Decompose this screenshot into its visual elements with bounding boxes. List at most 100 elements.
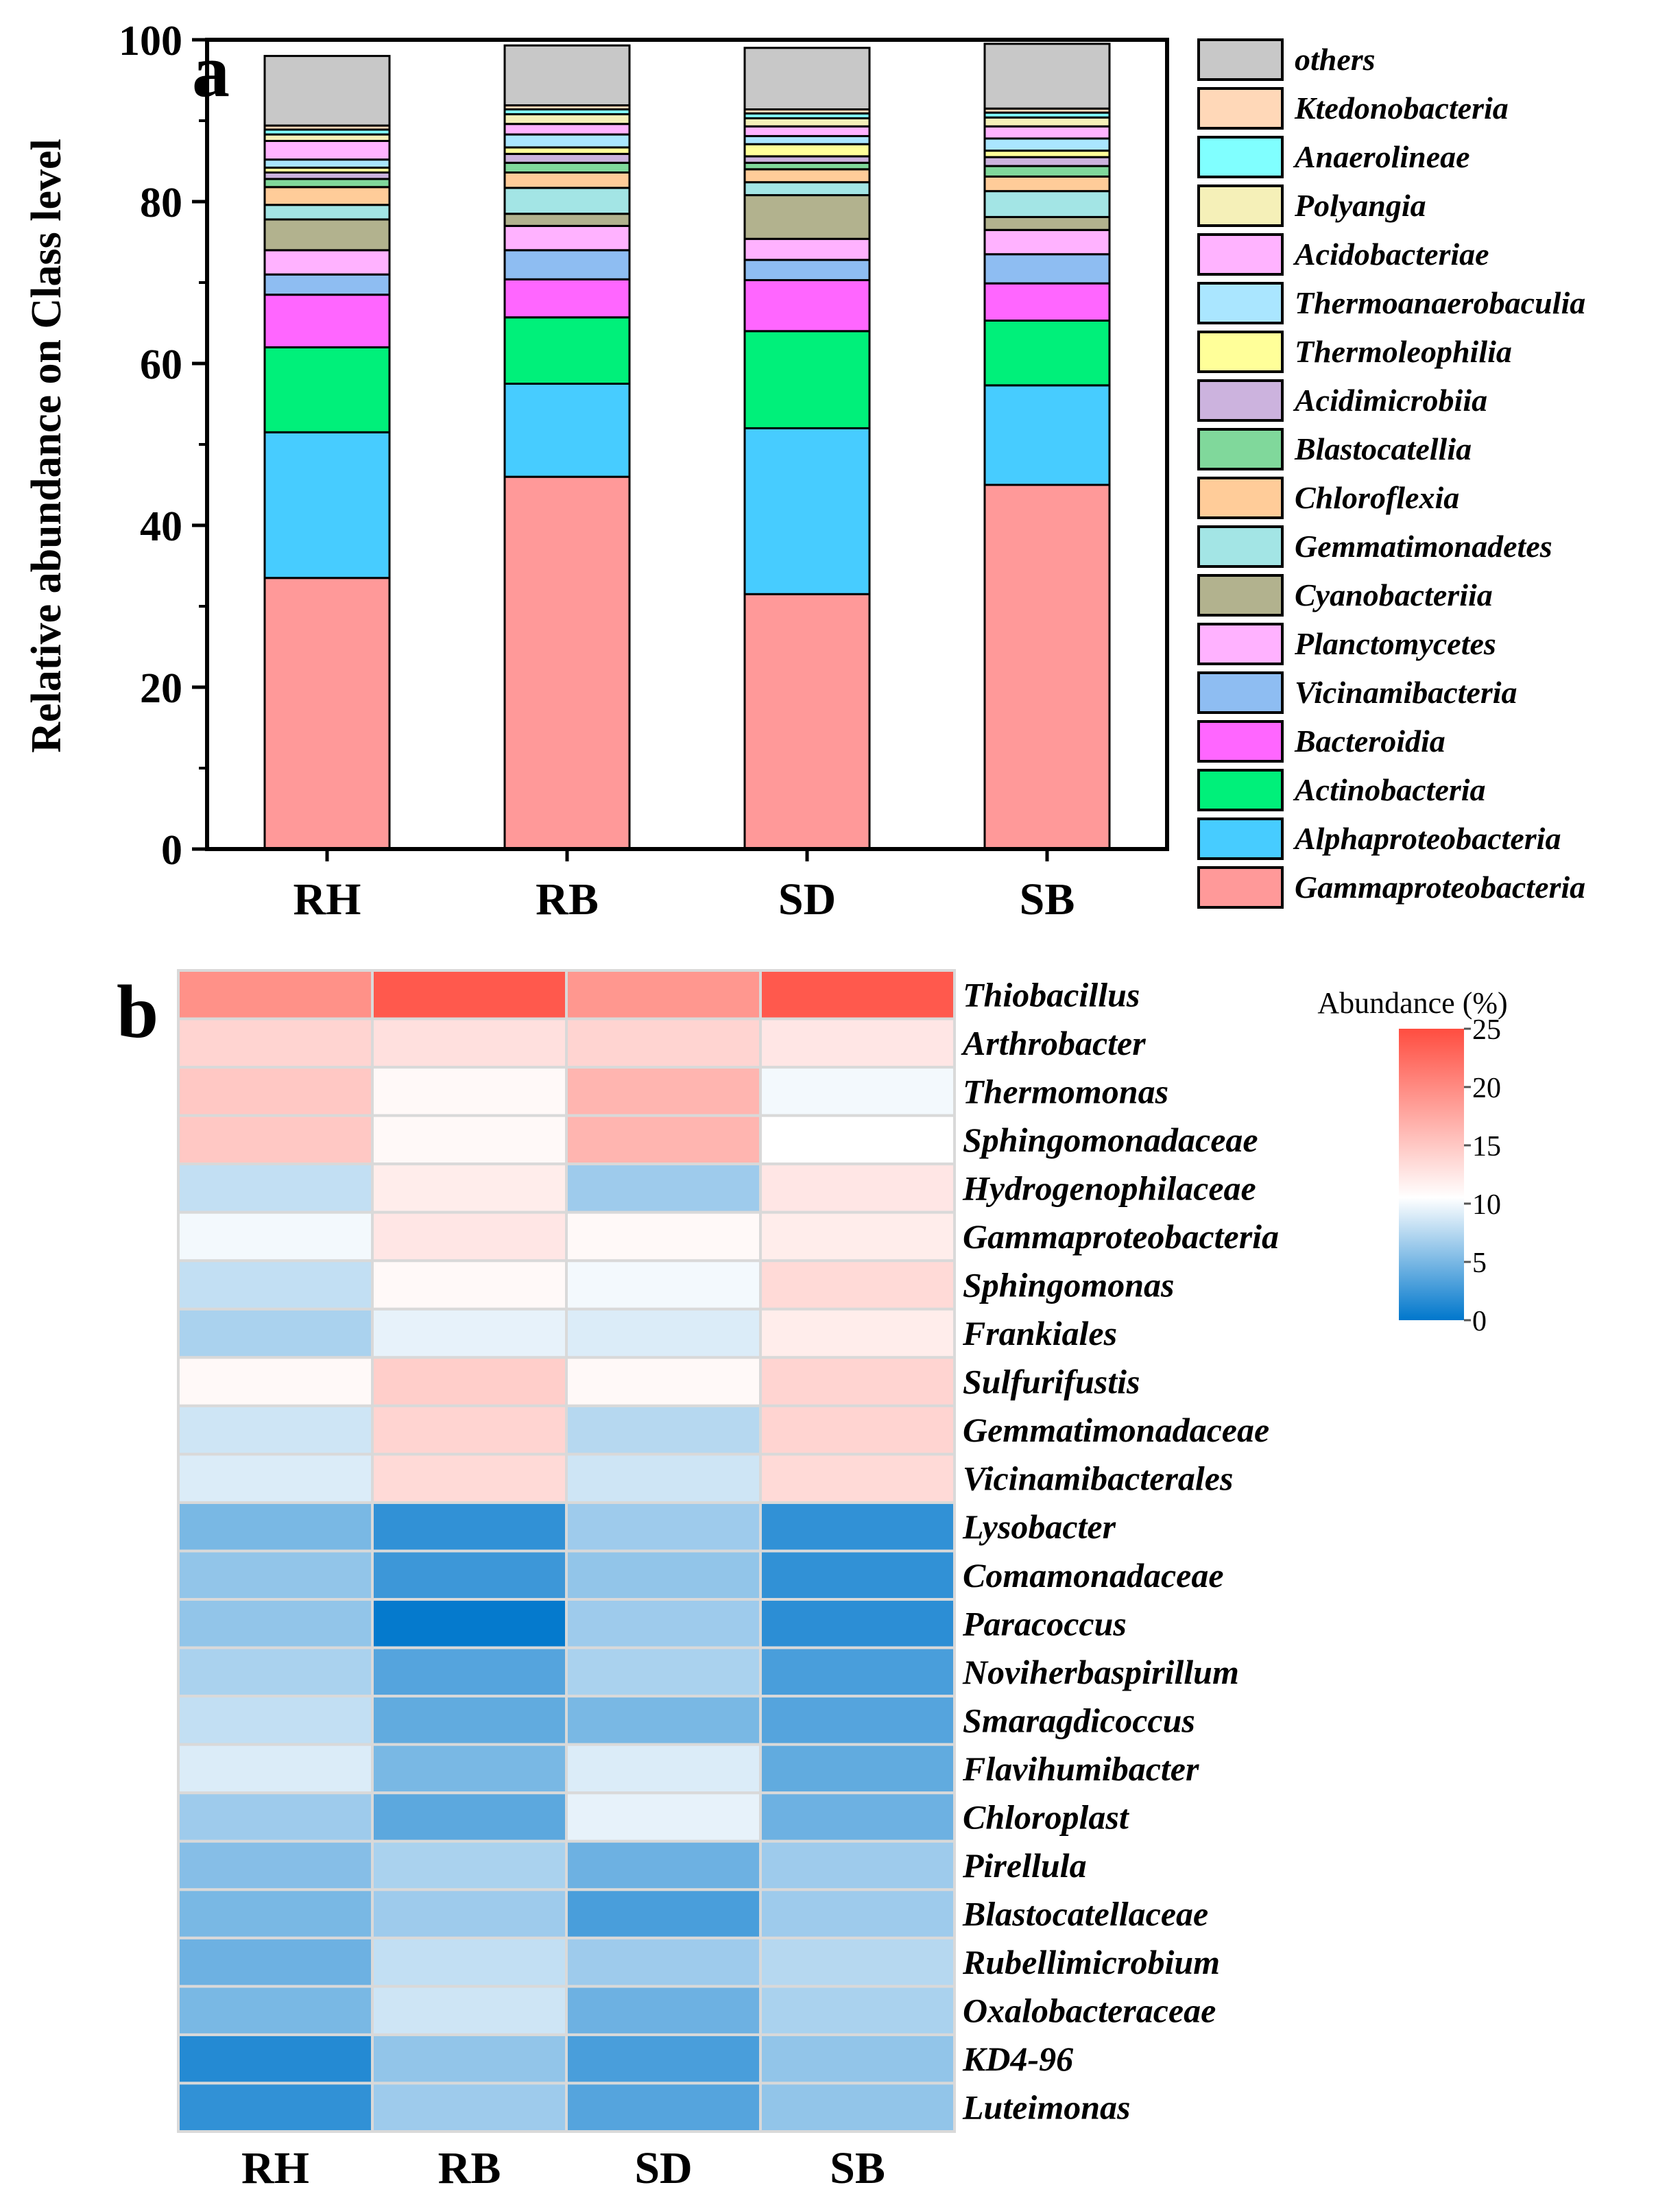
legend-item-cyanobacteriia: Cyanobacteriia [1197,574,1493,617]
y-tick-label: 60 [140,342,182,388]
row-label: Arthrobacter [961,1024,1146,1062]
legend-item-bacteroidia: Bacteroidia [1197,720,1445,763]
legend-item-thermoleophilia: Thermoleophilia [1197,331,1512,373]
bar-segment-sd-cyanobacteriia [743,194,871,240]
heatmap-cell-gammaproteobacteria-sd [565,1210,762,1263]
bar-segment-sb-vicinamibacteria [983,253,1111,285]
heatmap-cell-sphingomonas-rh [177,1259,374,1311]
bar-stack-sb [983,43,1111,850]
bar-segment-sb-blastocatellia [983,165,1111,178]
legend-swatch [1197,720,1284,763]
bar-segment-rb-cyanobacteriia [503,213,631,227]
legend-swatch [1197,866,1284,909]
heatmap-cell-chloroplast-rb [371,1791,568,1843]
legend-item-others: others [1197,38,1376,81]
heatmap-cell-sphingomonas-sb [759,1259,956,1311]
row-label: Hydrogenophilaceae [962,1169,1256,1207]
heatmap-cell-kd4-96-rb [371,2033,568,2085]
legend-swatch [1197,477,1284,519]
legend-item-planctomycetes: Planctomycetes [1197,623,1496,665]
row-label: Rubellimicrobium [962,1943,1220,1981]
bar-segment-rb-gammaproteobacteria [503,475,631,850]
column-label: SB [830,2143,885,2193]
legend-swatch [1197,379,1284,422]
heatmap-cell-gemmatimonadaceae-sb [759,1404,956,1456]
bar-segment-sb-acidobacteriae [983,125,1111,140]
colorbar-tick-label: 5 [1472,1248,1487,1279]
heatmap-cell-noviherbaspirillum-rb [371,1646,568,1698]
row-label: Smaragdicoccus [963,1701,1195,1739]
heatmap-cell-thiobacillus-rh [177,969,374,1021]
heatmap-cell-kd4-96-sd [565,2033,762,2085]
heatmap-cell-comamonadaceae-sb [759,1549,956,1601]
row-label: Gemmatimonadaceae [963,1411,1269,1449]
legend-label: others [1295,42,1376,77]
bar-segment-rb-gemmatimonadetes [503,187,631,215]
heatmap-cell-frankiales-rh [177,1307,374,1359]
row-labels: Thiobacillus Arthrobacter Thermomonas Sphin… [961,975,1279,2126]
legend-swatch [1197,87,1284,130]
legend-item-acidobacteriae: Acidobacteriae [1197,233,1489,276]
bar-segment-sd-acidobacteriae [743,125,871,137]
heatmap-cell-hydrogenophilaceae-rb [371,1162,568,1214]
bar-segment-rb-bacteroidia [503,278,631,319]
row-label: Vicinamibacterales [963,1459,1233,1498]
colorbar-tick-label: 10 [1472,1189,1501,1221]
bar-segment-sb-others [983,43,1111,110]
colorbar-tick-label: 25 [1472,1014,1501,1046]
heatmap-cell-noviherbaspirillum-sd [565,1646,762,1698]
heatmap-cell-pirellula-rh [177,1839,374,1891]
legend-item-polyangia: Polyangia [1197,184,1426,227]
x-axis-tick-labels: RH RB SD SB [293,849,1075,924]
legend-swatch [1197,671,1284,714]
heatmap-cell-comamonadaceae-sd [565,1549,762,1601]
legend-label: Bacteroidia [1294,724,1445,759]
legend-label: Gemmatimonadetes [1295,529,1552,564]
heatmap-cell-paracoccus-rb [371,1598,568,1649]
heatmap-cell-thiobacillus-rb [371,969,568,1021]
y-axis-title: Relative abundance on Class level [23,139,70,753]
heatmap-cell-frankiales-sd [565,1307,762,1359]
y-tick-label: 100 [119,18,182,64]
legend-swatch [1197,623,1284,665]
bar-segment-sd-vicinamibacteria [743,259,871,281]
heatmap-cell-gammaproteobacteria-sb [759,1210,956,1263]
bar-segment-sd-actinobacteria [743,330,871,429]
legend: others Ktedonobacteria Anaerolineae Polyang… [1197,38,1585,909]
legend-label: Cyanobacteriia [1295,577,1493,612]
heatmap-cell-kd4-96-sb [759,2033,956,2085]
heatmap-cell-blastocatellaceae-rb [371,1888,568,1940]
bar-segment-sd-polyangia [743,117,871,128]
heatmap-cell-flavihumibacter-sb [759,1743,956,1795]
heatmap-cell-rubellimicrobium-sd [565,1936,762,1988]
heatmap-cell-arthrobacter-sb [759,1017,956,1069]
heatmap-cell-chloroplast-rh [177,1791,374,1843]
colorbar-title: Abundance (%) [1317,986,1507,1020]
legend-swatch [1197,136,1284,178]
legend-label: Vicinamibacteria [1295,675,1517,710]
heatmap-cell-vicinamibacterales-sd [565,1453,762,1504]
heatmap-cell-sphingomonadaceae-rh [177,1114,374,1166]
x-tick-label: SD [778,874,836,924]
legend-swatch [1197,817,1284,860]
bar-segment-rh-others [263,55,391,127]
row-label: Gammaproteobacteria [963,1217,1279,1256]
bar-segment-sd-thermoleophilia [743,143,871,158]
x-tick-label: SB [1020,874,1075,924]
row-label: KD4-96 [962,2040,1073,2078]
heatmap-cell-flavihumibacter-rh [177,1743,374,1795]
legend-label: Thermoanaerobaculia [1295,285,1585,320]
colorbar-ticks: 0 5 10 15 20 25 [1464,1014,1501,1337]
bar-segment-rb-thermoanaerobaculia [503,133,631,149]
panel-b-label: b [117,970,158,1053]
bar-segment-sb-thermoanaerobaculia [983,137,1111,152]
bar-segment-rh-vicinamibacteria [263,273,391,296]
column-labels: RH RB SD SB [241,2143,885,2193]
bar-segment-sb-planctomycetes [983,228,1111,256]
bar-segment-rh-alphaproteobacteria [263,431,391,580]
bar-segment-sd-chloroflexia [743,168,871,184]
bar-segment-sb-polyangia [983,116,1111,128]
legend-item-gammaproteobacteria: Gammaproteobacteria [1197,866,1585,909]
heatmap-cell-oxalobacteraceae-rh [177,1985,374,2036]
legend-item-alphaproteobacteria: Alphaproteobacteria [1197,817,1561,860]
